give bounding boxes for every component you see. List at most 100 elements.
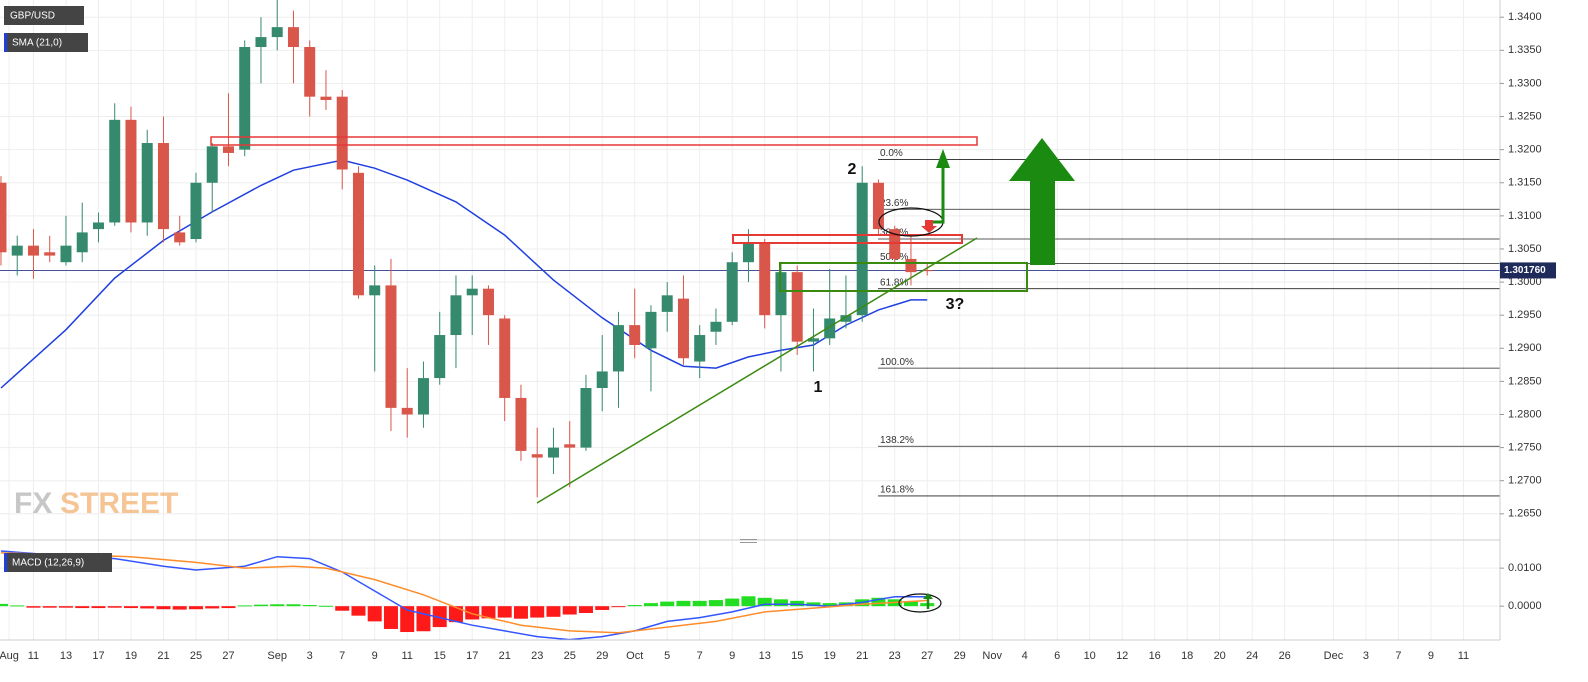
x-tick-label: 29: [954, 650, 966, 662]
x-tick-label: 5: [664, 650, 670, 662]
fib-label: 138.2%: [880, 435, 914, 446]
histogram-bar: [692, 600, 707, 607]
candle-body: [726, 262, 738, 322]
x-tick-label: 4: [1022, 650, 1028, 662]
candle-body: [629, 325, 641, 345]
fib-label: 161.8%: [880, 485, 914, 496]
candle-body: [759, 242, 771, 316]
candle-body: [645, 311, 657, 349]
x-tick-label: 15: [434, 650, 446, 662]
histogram-bar: [383, 606, 398, 629]
x-tick-label: 13: [759, 650, 771, 662]
histogram-bar: [416, 606, 431, 632]
x-tick-label: 12: [1116, 650, 1128, 662]
macd-line: [0, 552, 928, 634]
candle-body: [661, 295, 673, 312]
candle-body: [824, 318, 836, 339]
x-tick-label: 27: [222, 650, 234, 662]
candle-body: [255, 37, 267, 48]
y-tick-label: 1.3150: [1508, 177, 1542, 189]
y-tick-label: 1.2750: [1508, 442, 1542, 454]
candle-body: [239, 47, 251, 150]
fib-label: 100.0%: [880, 357, 914, 368]
y-tick-label: 1.2650: [1508, 508, 1542, 520]
candle-body: [775, 272, 787, 316]
histogram-bar: [0, 603, 8, 607]
drawings: [210, 136, 1075, 613]
legend-box[interactable]: [4, 33, 88, 52]
legend-label[interactable]: SMA (21,0): [12, 38, 62, 49]
candle-body: [564, 444, 576, 448]
candle-body: [320, 96, 332, 100]
candle-body: [336, 96, 348, 170]
histogram-bar: [318, 605, 333, 607]
histogram-bar: [530, 606, 545, 618]
x-tick-label: 16: [1149, 650, 1161, 662]
histogram-bar: [188, 606, 203, 610]
histogram-bar: [660, 601, 675, 607]
watermark: STREET: [60, 487, 178, 520]
x-tick-label: 3: [307, 650, 313, 662]
candle-body: [515, 397, 527, 451]
x-tick-label: 25: [190, 650, 202, 662]
arrow-head: [936, 149, 950, 168]
histogram-bar: [562, 606, 577, 615]
pane-handle[interactable]: [740, 539, 757, 543]
symbol-box: [4, 6, 84, 25]
plot-background: [0, 0, 1500, 640]
histogram-bar: [123, 606, 138, 609]
histogram-bar: [871, 597, 886, 607]
annotation: 3?: [946, 296, 965, 313]
indicator-label[interactable]: MACD (12,26,9): [12, 558, 84, 569]
candle-body: [872, 182, 884, 230]
histogram-bar: [790, 600, 805, 607]
candle-body: [385, 285, 397, 408]
x-tick-label: 21: [856, 650, 868, 662]
x-tick-label: 18: [1181, 650, 1193, 662]
candle-body: [450, 295, 462, 336]
support-box: [779, 262, 1028, 292]
x-tick-label: 13: [60, 650, 72, 662]
histogram-bar: [757, 597, 772, 607]
y-tick-label: 1.3050: [1508, 243, 1542, 255]
candle-body: [856, 182, 868, 316]
x-tick-label: Oct: [626, 650, 643, 662]
x-tick-label: 9: [372, 650, 378, 662]
candle-body: [109, 119, 121, 223]
resistance-box: [210, 136, 978, 146]
annotation: 2: [848, 161, 857, 178]
histogram-bar: [806, 602, 821, 607]
watermark: FX: [14, 487, 52, 520]
candle-body: [807, 338, 819, 342]
indicator-box[interactable]: [4, 553, 112, 572]
fib-label: 61.8%: [880, 277, 908, 288]
histogram-bar: [448, 606, 463, 623]
candle-body: [677, 298, 689, 359]
trendline: [536, 237, 978, 504]
histogram-bar: [253, 604, 268, 607]
candle-body: [92, 222, 104, 230]
annotation: 1: [814, 379, 823, 396]
histogram-bar: [172, 606, 187, 610]
y-tick-label: 1.2700: [1508, 475, 1542, 487]
candle-body: [596, 371, 608, 389]
histogram-bar: [367, 606, 382, 622]
candle-body: [222, 146, 234, 153]
x-tick-label: 7: [339, 650, 345, 662]
histogram-bar: [627, 605, 642, 607]
candle-body: [304, 47, 316, 97]
highlight-ellipse: [898, 593, 942, 613]
y-tick-label: 1.3400: [1508, 11, 1542, 23]
candle-body: [76, 232, 88, 253]
x-tick-label: 10: [1084, 650, 1096, 662]
candle-body: [206, 146, 218, 183]
candle-body: [417, 378, 429, 415]
x-tick-label: 11: [1458, 650, 1469, 662]
x-tick-label: 7: [697, 650, 703, 662]
histogram-bar: [237, 605, 252, 607]
candle-body: [0, 182, 7, 253]
macd-line: [0, 550, 928, 641]
candle-body: [710, 321, 722, 332]
histogram-bar: [725, 598, 740, 607]
candle-body: [401, 407, 413, 415]
